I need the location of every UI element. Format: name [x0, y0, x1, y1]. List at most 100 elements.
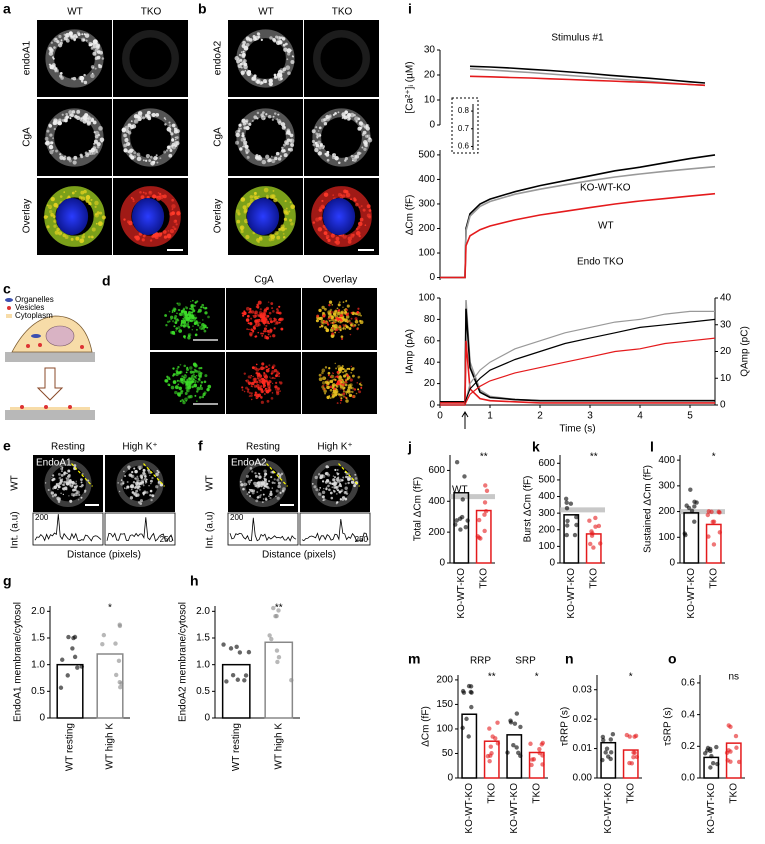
speckle [352, 395, 355, 399]
speckle [240, 483, 244, 487]
speckle [76, 109, 81, 114]
speckle [339, 304, 341, 306]
speckle [276, 311, 280, 315]
inset-tick-label: 0.6 [458, 142, 470, 151]
speckle [263, 484, 267, 488]
speckle [62, 493, 64, 496]
speckle [350, 154, 354, 158]
speckle [246, 328, 248, 330]
speckle [201, 326, 205, 330]
speckle [46, 225, 50, 229]
speckle [318, 150, 321, 153]
speckle [181, 381, 183, 384]
speckle [261, 501, 264, 504]
speckle [266, 329, 270, 333]
speckle [142, 468, 146, 472]
speckle [344, 383, 348, 387]
panel-label: a [3, 1, 11, 17]
speckle [159, 157, 162, 160]
dot-decor [714, 744, 719, 750]
dot-decor [117, 622, 122, 627]
speckle [92, 42, 96, 46]
dot-decor [598, 541, 603, 546]
speckle [96, 50, 101, 54]
speckle [259, 308, 263, 311]
speckle [96, 142, 101, 147]
dot-decor [565, 523, 570, 528]
speckle [332, 113, 335, 116]
speckle [252, 315, 254, 317]
speckle [332, 194, 335, 196]
axis-title: Total ΔCm (fF) [413, 477, 424, 541]
y-tick-label: 0 [429, 120, 435, 131]
dot-decor [70, 646, 75, 651]
dot-decor [113, 672, 119, 678]
speckle [261, 315, 266, 320]
nucleus [131, 197, 165, 236]
speckle [346, 374, 349, 377]
speckle [138, 488, 141, 491]
speckle [257, 331, 260, 334]
speckle [338, 490, 342, 494]
x-tick-label: TKO [588, 568, 599, 589]
speckle [354, 473, 357, 476]
speckle [274, 318, 277, 322]
speckle [345, 399, 349, 403]
dot-decor [633, 733, 639, 739]
speckle [341, 365, 344, 368]
speckle [53, 224, 57, 228]
speckle [128, 149, 133, 154]
speckle [180, 310, 184, 314]
speckle [368, 209, 372, 212]
speckle [265, 497, 267, 500]
speckle [165, 149, 169, 152]
speckle [340, 485, 342, 488]
vesicle [44, 405, 48, 409]
speckle [187, 321, 189, 324]
speckle [348, 327, 352, 330]
speckle [342, 374, 347, 378]
speckle [355, 231, 361, 236]
speckle [265, 483, 268, 485]
micrograph [113, 20, 188, 97]
speckle [73, 37, 76, 41]
speckle [248, 491, 251, 494]
speckle [134, 469, 138, 474]
speckle [71, 481, 76, 485]
speckle [246, 155, 250, 159]
y-tick-label: 10 [720, 373, 732, 384]
speckle [318, 126, 322, 130]
dot-decor [709, 509, 714, 515]
speckle [69, 483, 72, 486]
speckle [289, 138, 295, 144]
bar [563, 514, 580, 564]
speckle [360, 381, 362, 383]
speckle [342, 234, 347, 239]
speckle [240, 229, 244, 234]
speckle [193, 383, 196, 387]
speckle [73, 464, 77, 468]
speckle [326, 381, 330, 385]
dot-decor [516, 750, 521, 756]
speckle [80, 478, 83, 482]
dot-decor [224, 679, 229, 684]
x-tick-label: 1 [487, 411, 493, 422]
x-tick-label: KO-WT-KO [456, 568, 467, 619]
speckle [187, 336, 191, 340]
speckle [175, 136, 179, 139]
speckle [258, 380, 262, 384]
axis-title: τRRP (s) [560, 707, 571, 746]
dot-decor [711, 542, 717, 547]
speckle [272, 115, 275, 118]
speckle [364, 141, 368, 146]
speckle [178, 386, 183, 391]
speckle [62, 120, 65, 123]
speckle [327, 466, 330, 468]
bar [683, 512, 700, 564]
speckle [243, 45, 249, 51]
speckle [278, 121, 282, 125]
speckle [70, 113, 74, 117]
speckle [326, 158, 330, 162]
speckle [344, 369, 348, 373]
